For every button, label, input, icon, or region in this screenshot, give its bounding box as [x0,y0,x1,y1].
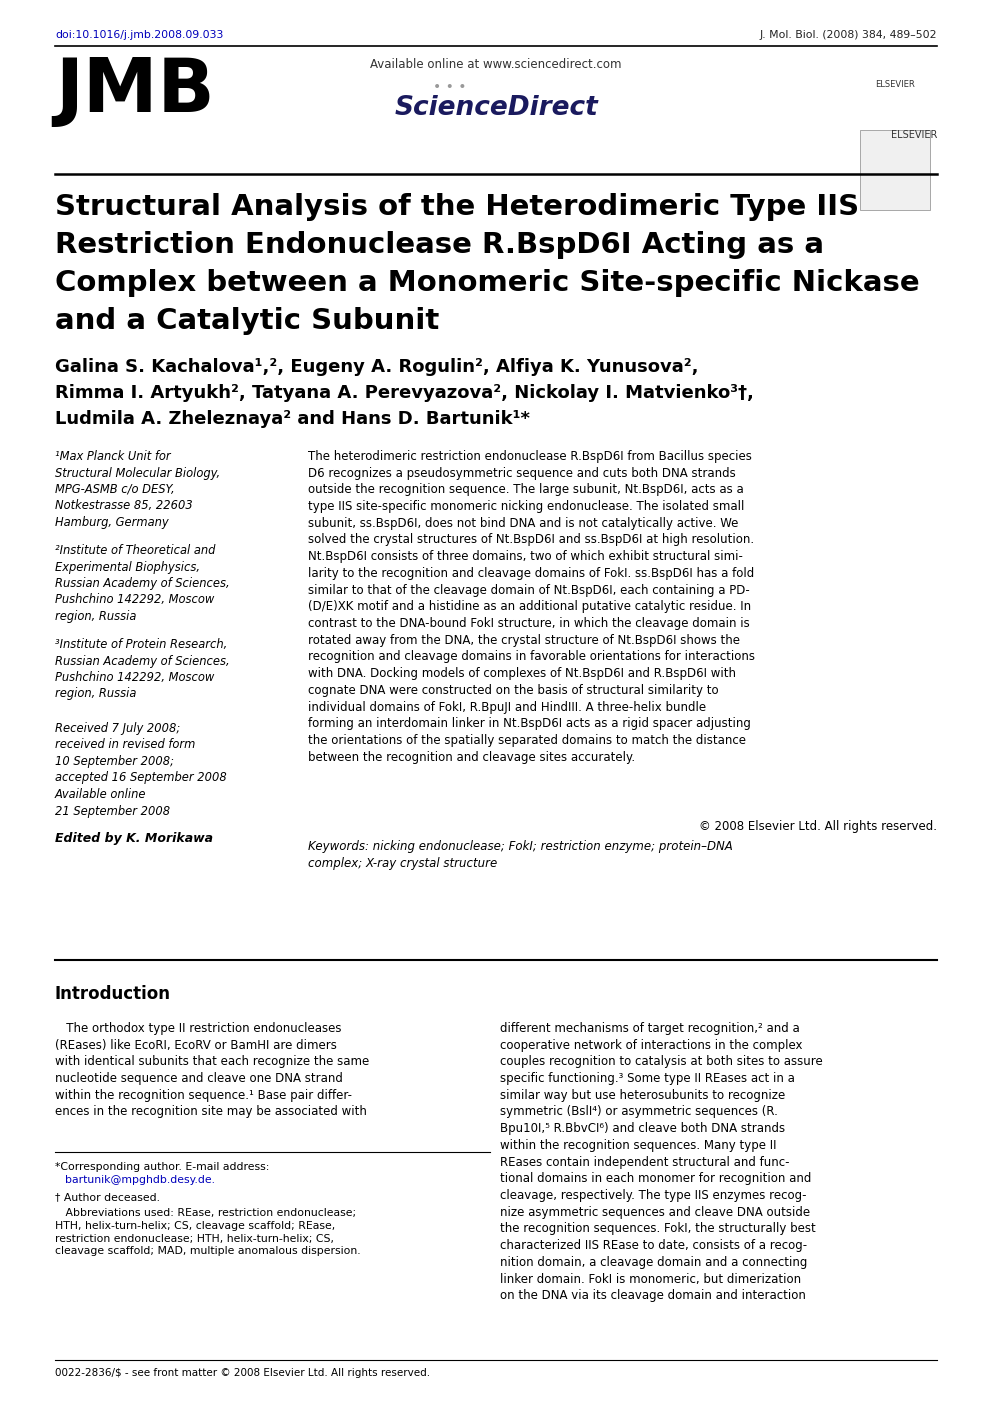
Text: ELSEVIER: ELSEVIER [891,130,937,140]
Text: © 2008 Elsevier Ltd. All rights reserved.: © 2008 Elsevier Ltd. All rights reserved… [699,819,937,833]
Text: ScienceDirect: ScienceDirect [394,95,598,121]
Text: doi:10.1016/j.jmb.2008.09.033: doi:10.1016/j.jmb.2008.09.033 [55,29,223,41]
Text: Introduction: Introduction [55,985,171,1003]
Text: Restriction Endonuclease R.BspD6I Acting as a: Restriction Endonuclease R.BspD6I Acting… [55,231,824,260]
Text: different mechanisms of target recognition,² and a
cooperative network of intera: different mechanisms of target recogniti… [500,1021,822,1302]
Text: Rimma I. Artyukh², Tatyana A. Perevyazova², Nickolay I. Matvienko³†,: Rimma I. Artyukh², Tatyana A. Perevyazov… [55,384,754,403]
Text: • • •: • • • [434,80,467,94]
Text: J. Mol. Biol. (2008) 384, 489–502: J. Mol. Biol. (2008) 384, 489–502 [760,29,937,41]
Text: † Author deceased.: † Author deceased. [55,1193,160,1202]
Text: The heterodimeric restriction endonuclease R.BspD6I from Bacillus species
D6 rec: The heterodimeric restriction endonuclea… [308,450,755,763]
Text: 0022-2836/$ - see front matter © 2008 Elsevier Ltd. All rights reserved.: 0022-2836/$ - see front matter © 2008 El… [55,1368,431,1378]
Text: Structural Analysis of the Heterodimeric Type IIS: Structural Analysis of the Heterodimeric… [55,194,859,222]
Text: JMB: JMB [55,55,214,128]
Text: Abbreviations used: REase, restriction endonuclease;
HTH, helix-turn-helix; CS, : Abbreviations used: REase, restriction e… [55,1208,361,1257]
Text: *Corresponding author. E-mail address:: *Corresponding author. E-mail address: [55,1162,270,1172]
Text: ³Institute of Protein Research,
Russian Academy of Sciences,
Pushchino 142292, M: ³Institute of Protein Research, Russian … [55,638,229,700]
Text: ²Institute of Theoretical and
Experimental Biophysics,
Russian Academy of Scienc: ²Institute of Theoretical and Experiment… [55,544,229,623]
Text: Edited by K. Morikawa: Edited by K. Morikawa [55,832,213,845]
Text: Ludmila A. Zheleznaya² and Hans D. Bartunik¹*: Ludmila A. Zheleznaya² and Hans D. Bartu… [55,410,530,428]
Text: and a Catalytic Subunit: and a Catalytic Subunit [55,307,439,335]
Text: ELSEVIER: ELSEVIER [875,80,915,88]
Text: Keywords: nicking endonuclease; FokI; restriction enzyme; protein–DNA
complex; X: Keywords: nicking endonuclease; FokI; re… [308,840,733,870]
Text: bartunik@mpghdb.desy.de.: bartunik@mpghdb.desy.de. [65,1174,215,1186]
FancyBboxPatch shape [860,130,930,210]
Text: Received 7 July 2008;
received in revised form
10 September 2008;
accepted 16 Se: Received 7 July 2008; received in revise… [55,723,227,818]
Text: The orthodox type II restriction endonucleases
(REases) like EcoRI, EcoRV or Bam: The orthodox type II restriction endonuc… [55,1021,369,1118]
Text: Complex between a Monomeric Site-specific Nickase: Complex between a Monomeric Site-specifi… [55,269,920,297]
Text: Available online at www.sciencedirect.com: Available online at www.sciencedirect.co… [370,58,622,72]
Text: Galina S. Kachalova¹,², Eugeny A. Rogulin², Alfiya K. Yunusova²,: Galina S. Kachalova¹,², Eugeny A. Roguli… [55,358,698,376]
Text: ¹Max Planck Unit for
Structural Molecular Biology,
MPG-ASMB c/o DESY,
Notkestras: ¹Max Planck Unit for Structural Molecula… [55,450,220,529]
